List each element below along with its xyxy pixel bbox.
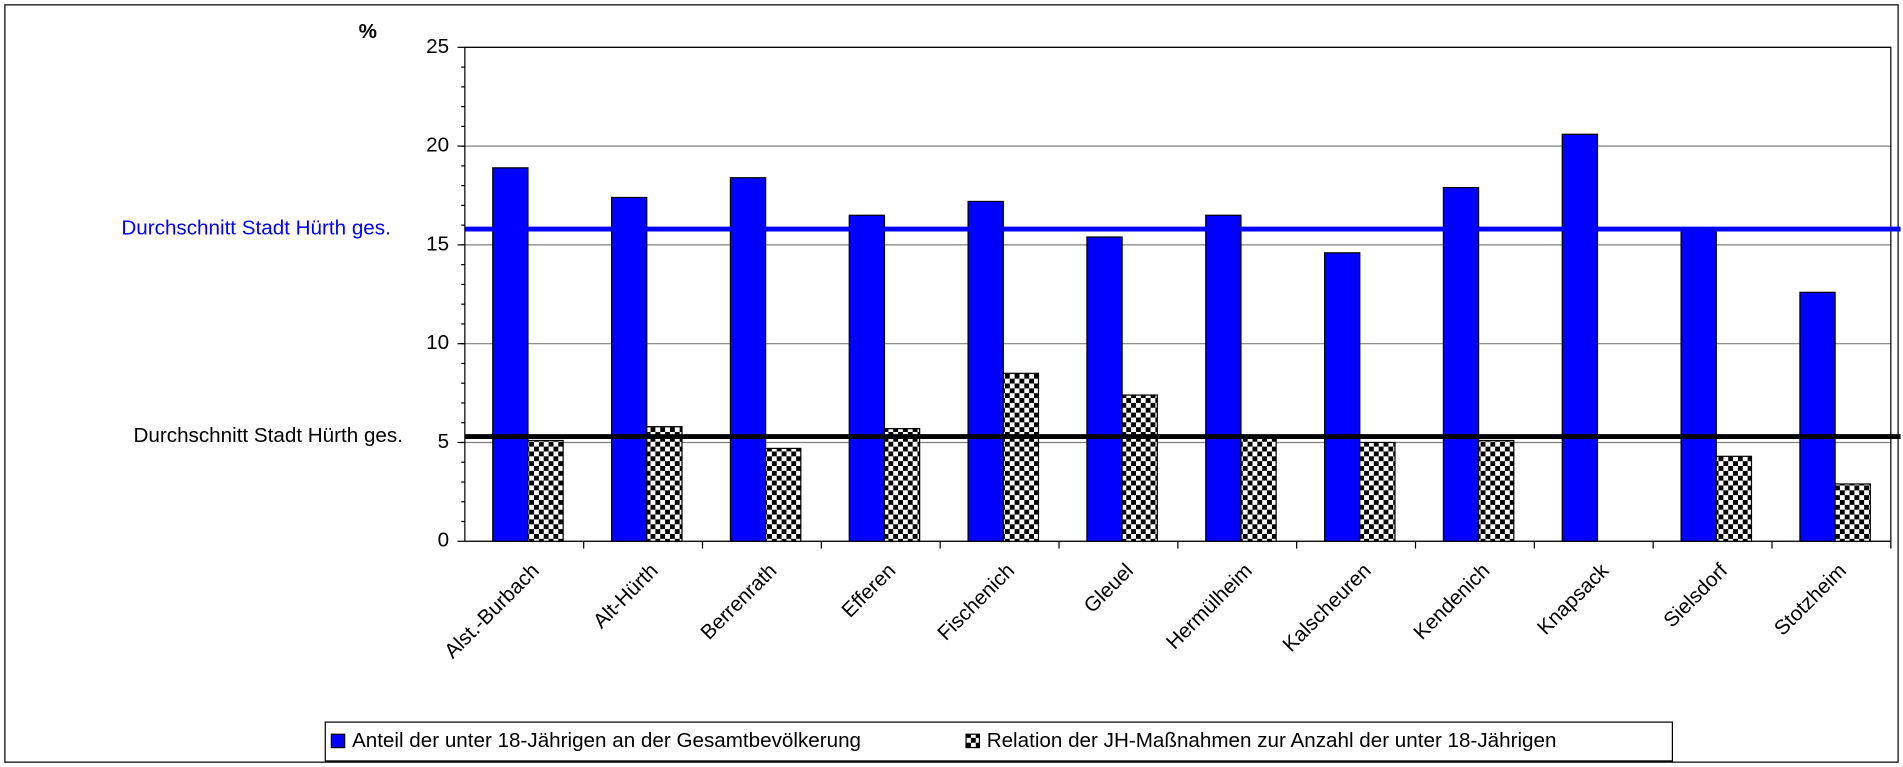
legend-box	[324, 721, 1673, 762]
reference-label: Durchschnitt Stadt Hürth ges.	[121, 217, 390, 240]
bar	[1359, 441, 1396, 542]
x-tick-label: Stotzheim	[1770, 559, 1851, 640]
y-tick-label: 5	[438, 430, 449, 453]
bar	[492, 167, 529, 542]
x-tick-label: Berrenrath	[696, 559, 781, 644]
bar	[1442, 187, 1480, 542]
frame	[4, 4, 1899, 763]
bar	[527, 439, 564, 542]
bar	[1002, 372, 1040, 542]
bar	[1086, 236, 1123, 542]
y-tick-label: 15	[426, 232, 449, 255]
bar	[1240, 435, 1277, 542]
x-tick-label: Hermülheim	[1162, 559, 1257, 654]
x-tick-label: Sielsdorf	[1659, 559, 1732, 632]
reference-label: Durchschnitt Stadt Hürth ges.	[134, 424, 403, 447]
bar	[1478, 439, 1515, 542]
bar	[765, 447, 802, 542]
bar	[646, 426, 683, 542]
legend-label: Relation der JH-Maßnahmen zur Anzahl der…	[987, 729, 1557, 752]
bar	[848, 214, 886, 542]
y-axis-label: %	[359, 20, 377, 43]
y-tick-label: 20	[426, 134, 449, 157]
legend-marker	[330, 733, 346, 749]
bar	[1205, 214, 1242, 542]
bar	[1561, 133, 1599, 542]
legend-label: Anteil der unter 18-Jährigen an der Gesa…	[352, 729, 861, 752]
bar	[967, 200, 1004, 542]
bar	[1799, 291, 1836, 542]
bar	[883, 428, 921, 542]
y-tick-label: 25	[426, 35, 449, 58]
bar	[729, 177, 767, 542]
x-tick-label: Efferen	[837, 559, 900, 622]
x-tick-label: Gleuel	[1080, 559, 1138, 617]
bar	[1121, 394, 1158, 542]
y-tick-label: 10	[426, 331, 449, 354]
bar	[1715, 455, 1753, 542]
x-tick-label: Alt-Hürth	[589, 559, 663, 633]
bar	[1680, 228, 1717, 542]
x-tick-label: Fischenich	[933, 559, 1019, 645]
x-tick-label: Alst.-Burbach	[440, 559, 544, 663]
x-tick-label: Knapsack	[1533, 559, 1614, 640]
x-tick-label: Kalscheuren	[1278, 559, 1375, 656]
bar	[1323, 252, 1361, 542]
bar	[610, 196, 648, 542]
legend-marker	[965, 733, 981, 749]
bar	[1834, 483, 1871, 542]
y-tick-label: 0	[438, 529, 449, 552]
x-tick-label: Kendenich	[1409, 559, 1494, 644]
